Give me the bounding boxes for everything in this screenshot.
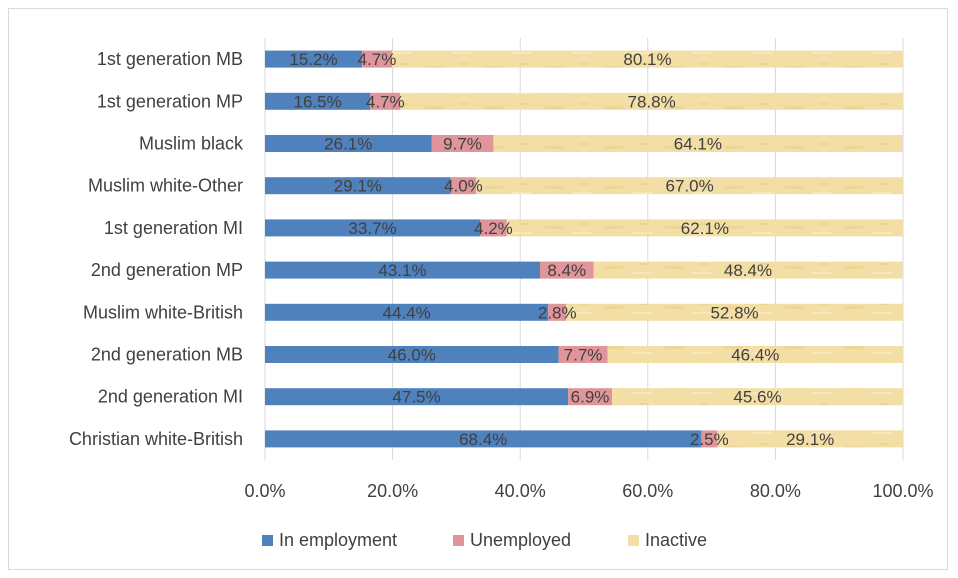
bar-unemployed-9 <box>701 430 718 448</box>
data-label-inactive-6: 52.8% <box>710 303 758 322</box>
data-label-in-employment-7: 46.0% <box>388 346 436 365</box>
x-axis-tick-labels: 0.0% 20.0% 40.0% 60.0% 80.0% 100.0% <box>244 481 933 501</box>
data-label-unemployed-6: 2.8% <box>538 303 577 322</box>
x-tick-label-5: 100.0% <box>872 481 933 501</box>
legend-label-in-employment: In employment <box>279 530 397 550</box>
category-label-9: Christian white-British <box>69 429 243 449</box>
bar-in-employment-4 <box>265 219 481 237</box>
bar-inactive-4 <box>506 219 903 237</box>
bar-unemployed-2 <box>431 135 494 152</box>
bar-inactive-0 <box>391 50 903 68</box>
legend-swatch-in-employment <box>262 535 273 546</box>
data-labels: 15.2% 4.7% 80.1% 16.5% 4.7% 78.8% 26.1% 9.7% 64.… <box>289 50 834 449</box>
data-label-in-employment-0: 15.2% <box>289 50 337 69</box>
bar-inactive-1 <box>400 92 903 110</box>
data-label-inactive-8: 45.6% <box>733 388 781 407</box>
data-label-unemployed-7: 7.7% <box>564 346 603 365</box>
bar-inactive-6 <box>566 303 903 321</box>
bar-unemployed-1 <box>370 92 401 110</box>
data-label-in-employment-8: 47.5% <box>392 388 440 407</box>
data-label-in-employment-2: 26.1% <box>324 135 372 154</box>
bar-inactive-9 <box>717 430 903 448</box>
data-label-inactive-3: 67.0% <box>665 177 713 196</box>
legend: In employment Unemployed Inactive <box>262 530 707 550</box>
category-label-4: 1st generation MI <box>104 218 243 238</box>
x-tick-label-0: 0.0% <box>244 481 285 501</box>
legend-label-unemployed: Unemployed <box>470 530 571 550</box>
bar-unemployed-0 <box>361 50 392 68</box>
data-label-unemployed-8: 6.9% <box>571 388 610 407</box>
category-label-5: 2nd generation MP <box>91 260 243 280</box>
category-labels: 1st generation MB 1st generation MP Muslim… <box>69 49 244 449</box>
bar-inactive-3 <box>476 177 903 195</box>
data-label-inactive-7: 46.4% <box>731 346 779 365</box>
bar-in-employment-8 <box>265 388 569 406</box>
data-label-inactive-4: 62.1% <box>681 219 729 238</box>
x-tick-label-2: 40.0% <box>495 481 546 501</box>
legend-label-inactive: Inactive <box>645 530 707 550</box>
bar-in-employment-1 <box>265 92 371 110</box>
bar-in-employment-5 <box>265 261 540 279</box>
data-label-in-employment-6: 44.4% <box>383 303 431 322</box>
data-label-in-employment-9: 68.4% <box>459 430 507 449</box>
category-label-3: Muslim white-Other <box>88 176 243 196</box>
bar-inactive-2 <box>493 135 903 152</box>
data-label-unemployed-2: 9.7% <box>443 135 482 154</box>
category-label-1: 1st generation MP <box>97 91 243 111</box>
bar-unemployed-3 <box>450 177 477 195</box>
category-label-6: Muslim white-British <box>83 302 243 322</box>
bar-in-employment-6 <box>265 303 549 321</box>
legend-swatch-inactive <box>628 535 639 546</box>
bar-unemployed-5 <box>539 261 594 279</box>
legend-swatch-unemployed <box>453 535 464 546</box>
bar-in-employment-0 <box>265 50 362 68</box>
bar-inactive-5 <box>593 261 903 279</box>
bar-unemployed-4 <box>480 219 507 237</box>
data-label-in-employment-4: 33.7% <box>348 219 396 238</box>
bar-in-employment-9 <box>265 430 702 448</box>
data-label-unemployed-0: 4.7% <box>358 50 397 69</box>
bar-inactive-7 <box>607 346 903 363</box>
bar-in-employment-2 <box>265 135 432 152</box>
data-label-in-employment-1: 16.5% <box>294 92 342 111</box>
category-label-0: 1st generation MB <box>97 49 243 69</box>
data-label-unemployed-5: 8.4% <box>547 261 586 280</box>
bar-in-employment-3 <box>265 177 451 195</box>
data-label-inactive-5: 48.4% <box>724 261 772 280</box>
bar-unemployed-7 <box>558 346 608 363</box>
x-tick-label-1: 20.0% <box>367 481 418 501</box>
x-tick-label-4: 80.0% <box>750 481 801 501</box>
bar-inactive-8 <box>612 388 903 406</box>
x-tick-label-3: 60.0% <box>622 481 673 501</box>
data-label-in-employment-5: 43.1% <box>378 261 426 280</box>
category-label-7: 2nd generation MB <box>91 345 243 365</box>
data-label-unemployed-4: 4.2% <box>474 219 513 238</box>
data-label-inactive-0: 80.1% <box>623 50 671 69</box>
data-label-unemployed-9: 2.5% <box>690 430 729 449</box>
data-label-inactive-9: 29.1% <box>786 430 834 449</box>
bar-unemployed-8 <box>568 388 613 406</box>
data-label-inactive-1: 78.8% <box>628 92 676 111</box>
bar-unemployed-6 <box>548 303 567 321</box>
data-label-in-employment-3: 29.1% <box>334 177 382 196</box>
category-label-8: 2nd generation MI <box>98 387 243 407</box>
category-label-2: Muslim black <box>139 134 244 154</box>
bar-in-employment-7 <box>265 346 559 363</box>
data-label-unemployed-1: 4.7% <box>366 92 405 111</box>
bars <box>265 50 903 448</box>
data-label-inactive-2: 64.1% <box>674 135 722 154</box>
data-label-unemployed-3: 4.0% <box>444 177 483 196</box>
